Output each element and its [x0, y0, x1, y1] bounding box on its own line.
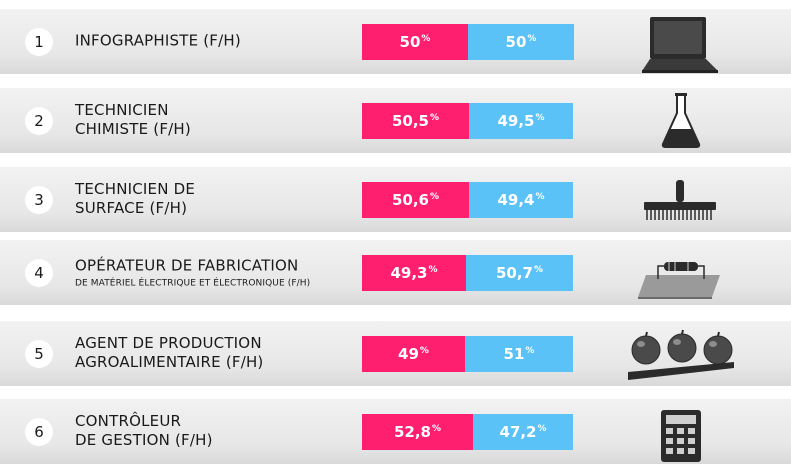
rank-badge: 6 — [25, 417, 53, 446]
chart-row: 1 INFOGRAPHISTE (F/H) 50% 50% — [0, 9, 791, 74]
rank-badge: 5 — [25, 339, 53, 368]
percent-sign: % — [419, 345, 429, 356]
men-bar: 50% — [468, 23, 574, 60]
women-bar: 50,6% — [362, 181, 469, 218]
women-bar: 49,3% — [362, 254, 466, 291]
women-bar: 49% — [362, 335, 465, 372]
percent-sign: % — [429, 112, 440, 123]
men-bar: 49,5% — [469, 102, 573, 139]
percent-sign: % — [428, 264, 438, 275]
men-value-label: 50,7 — [495, 263, 533, 282]
women-value-label: 50,6 — [391, 190, 429, 209]
women-value-label: 49,3 — [390, 263, 428, 282]
chart-row: 3 TECHNICIEN DE SURFACE (F/H) 50,6% 49,4… — [0, 167, 791, 232]
laptop-icon — [622, 10, 740, 74]
percent-sign: % — [535, 191, 545, 202]
percent-sign: % — [535, 112, 545, 123]
percent-sign: % — [421, 33, 431, 44]
job-title: AGENT DE PRODUCTION AGROALIMENTAIRE (F/H… — [75, 333, 264, 371]
job-title: TECHNICIEN CHIMISTE (F/H) — [75, 100, 191, 138]
flask-icon — [622, 89, 740, 153]
job-label: TECHNICIEN CHIMISTE (F/H) — [75, 101, 345, 141]
broom-icon — [622, 168, 740, 232]
men-bar: 50,7% — [466, 254, 573, 291]
job-label: TECHNICIEN DE SURFACE (F/H) — [75, 180, 345, 220]
women-value-label: 49 — [398, 344, 419, 363]
job-label: OPÉRATEUR DE FABRICATION DE MATÉRIEL ÉLE… — [75, 256, 345, 289]
percent-sign: % — [537, 423, 547, 434]
job-label: AGENT DE PRODUCTION AGROALIMENTAIRE (F/H… — [75, 334, 345, 374]
men-bar: 51% — [465, 335, 573, 372]
men-value-label: 50 — [505, 32, 527, 51]
rank-badge: 1 — [25, 27, 53, 56]
rank-badge: 3 — [25, 185, 53, 214]
percent-sign: % — [429, 191, 440, 202]
job-title: OPÉRATEUR DE FABRICATION — [75, 256, 299, 274]
women-value-label: 50 — [399, 32, 421, 51]
women-bar: 52,8% — [362, 413, 473, 450]
women-value-label: 52,8 — [393, 422, 431, 441]
percent-sign: % — [533, 264, 544, 275]
job-subtitle: DE MATÉRIEL ÉLECTRIQUE ET ÉLECTRONIQUE (… — [75, 278, 311, 288]
circuit-board-icon — [622, 241, 740, 305]
men-value-label: 47,2 — [499, 422, 537, 441]
job-label: INFOGRAPHISTE (F/H) — [75, 31, 345, 52]
job-title: CONTRÔLEUR DE GESTION (F/H) — [75, 411, 213, 449]
percent-sign: % — [527, 33, 537, 44]
percent-sign: % — [431, 423, 442, 434]
job-label: CONTRÔLEUR DE GESTION (F/H) — [75, 412, 345, 452]
rank-badge: 2 — [25, 106, 53, 135]
women-value-label: 50,5 — [391, 111, 429, 130]
chart-row: 6 CONTRÔLEUR DE GESTION (F/H) 52,8% 47,2… — [0, 399, 791, 464]
job-title: TECHNICIEN DE SURFACE (F/H) — [75, 179, 196, 217]
men-bar: 47,2% — [473, 413, 573, 450]
percent-sign: % — [525, 345, 535, 356]
chart-row: 2 TECHNICIEN CHIMISTE (F/H) 50,5% 49,5% — [0, 88, 791, 153]
job-title: INFOGRAPHISTE (F/H) — [75, 31, 241, 49]
women-bar: 50% — [362, 23, 468, 60]
men-value-label: 49,5 — [497, 111, 535, 130]
chart-row: 4 OPÉRATEUR DE FABRICATION DE MATÉRIEL É… — [0, 240, 791, 305]
rank-badge: 4 — [25, 258, 53, 287]
men-bar: 49,4% — [469, 181, 573, 218]
calculator-icon — [622, 400, 740, 464]
men-value-label: 51 — [503, 344, 525, 363]
women-bar: 50,5% — [362, 102, 469, 139]
chart-row: 5 AGENT DE PRODUCTION AGROALIMENTAIRE (F… — [0, 321, 791, 386]
apples-conveyor-icon — [622, 322, 740, 386]
men-value-label: 49,4 — [497, 190, 535, 209]
